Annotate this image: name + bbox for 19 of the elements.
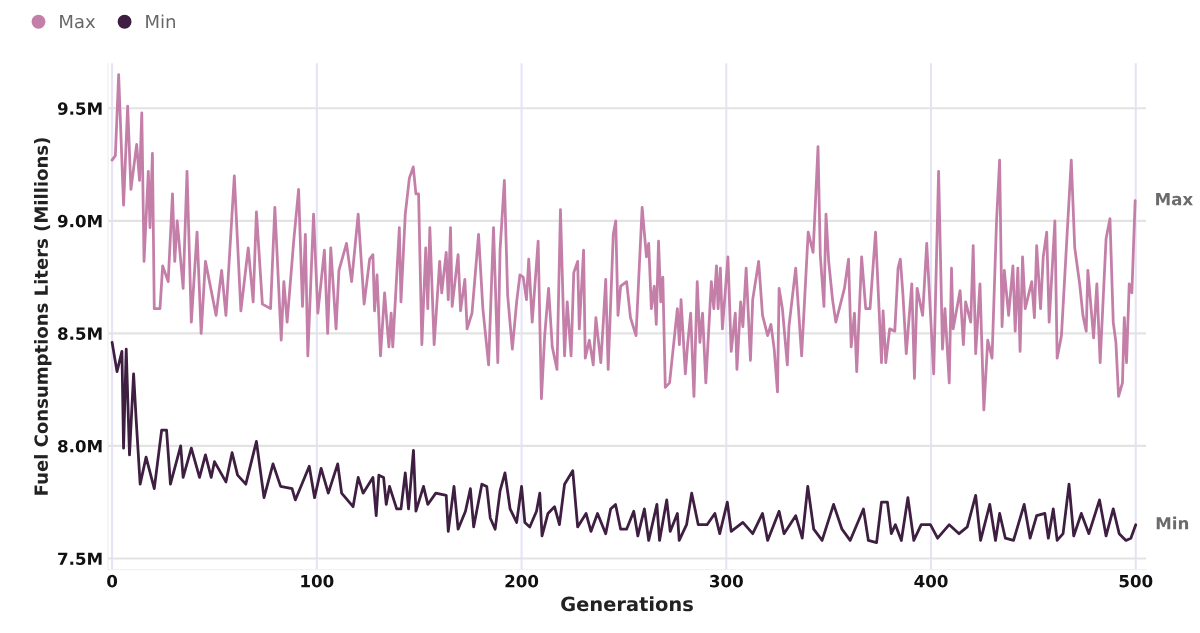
x-tick-label: 300	[710, 574, 743, 588]
y-tick-label: 9.0M	[57, 214, 102, 228]
y-tick-label: 8.5M	[58, 327, 102, 340]
x-tick-label: 200	[505, 574, 539, 588]
y-tick-label: 7.5M	[58, 552, 102, 566]
x-tick-label: 0	[107, 574, 118, 588]
y-tick-label: 9.5M	[57, 102, 102, 115]
x-tick-label: 500	[1119, 574, 1153, 588]
line-series	[110, 340, 1138, 545]
text: Min	[1156, 516, 1189, 530]
x-axis-title: Generations	[561, 596, 693, 612]
text: Max	[1156, 193, 1193, 206]
y-tick-label: 8.0M	[58, 439, 102, 453]
x-tick-label: 400	[914, 574, 948, 588]
x-tick-label: 100	[301, 574, 334, 588]
line-series	[110, 73, 1137, 412]
y-axis-title: Fuel Consumptions Liters (Millions)	[34, 138, 52, 495]
legend-label: Min	[146, 14, 175, 29]
legend-label: Max	[60, 14, 96, 29]
